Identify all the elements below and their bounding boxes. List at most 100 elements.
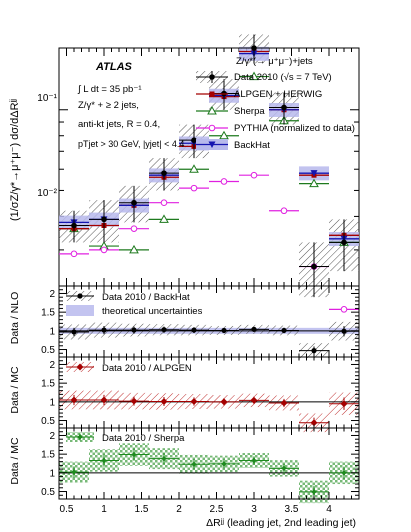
ratio-legend-uncert-band — [66, 305, 94, 316]
ratio-point — [340, 468, 348, 477]
pythia-marker — [280, 207, 288, 215]
legend-data-marker — [209, 74, 215, 80]
legend-label-backhat: BackHat — [234, 140, 270, 151]
data-point — [101, 216, 107, 223]
x-tick-label: 3.5 — [285, 504, 299, 515]
ratio2-legend-data: Data 2010 / ALPGEN — [102, 363, 192, 374]
ratio-y-tick-label: 1.5 — [41, 308, 55, 319]
sherpa-marker — [159, 214, 169, 223]
x-tick-label: 3 — [251, 504, 257, 515]
main-y-axis-label: (1/σZ/γ*→μ⁺μ⁻) dσ/dΔRʲʲ — [9, 99, 21, 221]
annotation-jet-algorithm: anti-kt jets, R = 0.4, — [78, 119, 160, 130]
ratio-point — [341, 328, 347, 334]
ratio-point — [131, 327, 137, 333]
pythia-marker — [100, 246, 108, 254]
ratio-point — [100, 396, 108, 404]
ratio3-legend-data: Data 2010 / Sherpa — [102, 433, 185, 444]
sherpa-marker — [249, 71, 259, 81]
atlas-label: ATLAS — [95, 61, 133, 73]
pythia-marker — [220, 178, 228, 185]
pythia-marker — [130, 225, 138, 232]
ratio1-y-axis-label: Data / NLO — [9, 292, 21, 345]
legend-label-alpgen: ALPGEN + HERWIG — [234, 89, 322, 100]
ratio-point — [281, 327, 287, 334]
ratio-point — [310, 487, 318, 496]
ratio2-y-axis-label: Data / MC — [9, 366, 21, 414]
pythia-marker — [340, 306, 348, 313]
legend-title: Z/γ*(→ μ⁺μ⁻)+jets — [236, 56, 313, 67]
annotation-selection: Z/γ* + ≥ 2 jets, — [78, 100, 139, 111]
ratio-y-tick-label: 2 — [49, 360, 55, 371]
ratio-point — [70, 396, 78, 404]
pythia-marker — [250, 171, 258, 179]
pythia-marker — [70, 250, 78, 258]
backhat-marker — [310, 170, 318, 177]
sherpa-marker — [219, 130, 229, 140]
data-point — [341, 239, 347, 246]
ratio-point — [311, 348, 317, 354]
ratio-y-tick-label: 2 — [49, 289, 55, 300]
pythia-marker — [190, 184, 198, 192]
ratio-y-tick-label: 0.5 — [41, 487, 55, 498]
x-tick-label: 1 — [101, 504, 107, 515]
data-point — [281, 104, 287, 111]
data-point — [251, 45, 257, 51]
ratio-y-tick-label: 1.5 — [41, 379, 55, 390]
ratio-point — [250, 396, 258, 404]
ratio-point — [280, 464, 288, 473]
ratio-point — [130, 450, 138, 459]
x-tick-label: 1.5 — [135, 504, 149, 515]
legend-label-sherpa: Sherpa — [234, 106, 265, 117]
legend-alpgen-marker — [209, 91, 215, 97]
data-point — [71, 222, 77, 229]
ratio1-legend-uncert: theoretical uncertainties — [102, 306, 203, 317]
x-tick-label: 2.5 — [210, 504, 224, 515]
ratio-point — [160, 454, 168, 463]
annotation-luminosity: ∫ L dt = 35 pb⁻¹ — [77, 84, 142, 95]
x-axis-label: ΔRʲʲ (leading jet, 2nd leading jet) — [206, 517, 356, 529]
ratio-y-tick-label: 1.5 — [41, 450, 55, 461]
ratio-y-tick-label: 1 — [49, 468, 55, 479]
ratio-point — [220, 459, 228, 468]
sherpa-marker — [129, 244, 139, 254]
ratio-y-tick-label: 2 — [49, 431, 55, 442]
ratio-point — [130, 397, 138, 405]
x-tick-label: 4 — [326, 504, 332, 515]
ratio-point — [160, 397, 168, 405]
ratio-y-tick-label: 0.5 — [41, 416, 55, 427]
legend-backhat-marker — [208, 141, 216, 148]
ratio1-legend-data: Data 2010 / BackHat — [102, 292, 190, 303]
ratio-point — [191, 327, 197, 333]
ratio-legend-marker — [77, 293, 83, 299]
ratio-y-tick-label: 1 — [49, 326, 55, 337]
data-point — [191, 137, 197, 143]
ratio-panel-alpgen: 0.5 1 1.5 2 — [41, 356, 360, 433]
y-tick-label-1e-1: 10⁻¹ — [37, 93, 57, 104]
sherpa-marker — [189, 164, 199, 173]
ratio-point — [220, 398, 228, 406]
ratio3-y-axis-label: Data / MC — [9, 437, 21, 485]
ratio-panel-sherpa: 0.5 1 1.5 2 0.5 1 1.5 2 2.5 3 3.5 4 — [41, 427, 360, 515]
main-panel — [58, 34, 360, 313]
annotation-kinematics: pTjet > 30 GeV, |yjet| < 4.4 — [78, 139, 184, 149]
legend-pythia-marker — [208, 124, 216, 132]
legend-label-data: Data 2010 (√s = 7 TeV) — [234, 72, 332, 83]
ratio-panel-nlo: 0.5 1 1.5 2 — [41, 285, 360, 359]
ratio-point — [221, 327, 227, 334]
ratio-point — [70, 468, 78, 477]
ratio-point — [190, 397, 198, 405]
data-point — [311, 263, 317, 270]
sherpa-marker — [309, 178, 319, 188]
legend-sherpa-marker — [207, 105, 217, 115]
ratio-legend-marker — [76, 363, 84, 371]
ratio-point — [340, 400, 348, 408]
ratio-point — [310, 419, 318, 427]
ratio-point — [100, 456, 108, 465]
ratio-y-tick-label: 0.5 — [41, 345, 55, 356]
ratio-point — [161, 327, 167, 333]
ratio-point — [190, 460, 198, 469]
x-tick-label: 0.5 — [60, 504, 74, 515]
y-tick-label-1e-2: 10⁻² — [37, 188, 57, 199]
data-point — [161, 170, 167, 176]
